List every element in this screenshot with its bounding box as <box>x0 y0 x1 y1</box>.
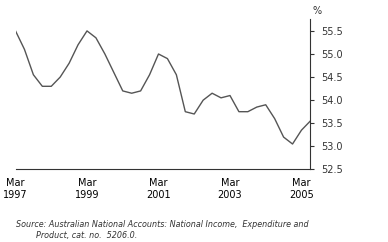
Text: Source: Australian National Accounts: National Income,  Expenditure and
        : Source: Australian National Accounts: Na… <box>16 220 308 240</box>
Text: %: % <box>312 6 322 16</box>
